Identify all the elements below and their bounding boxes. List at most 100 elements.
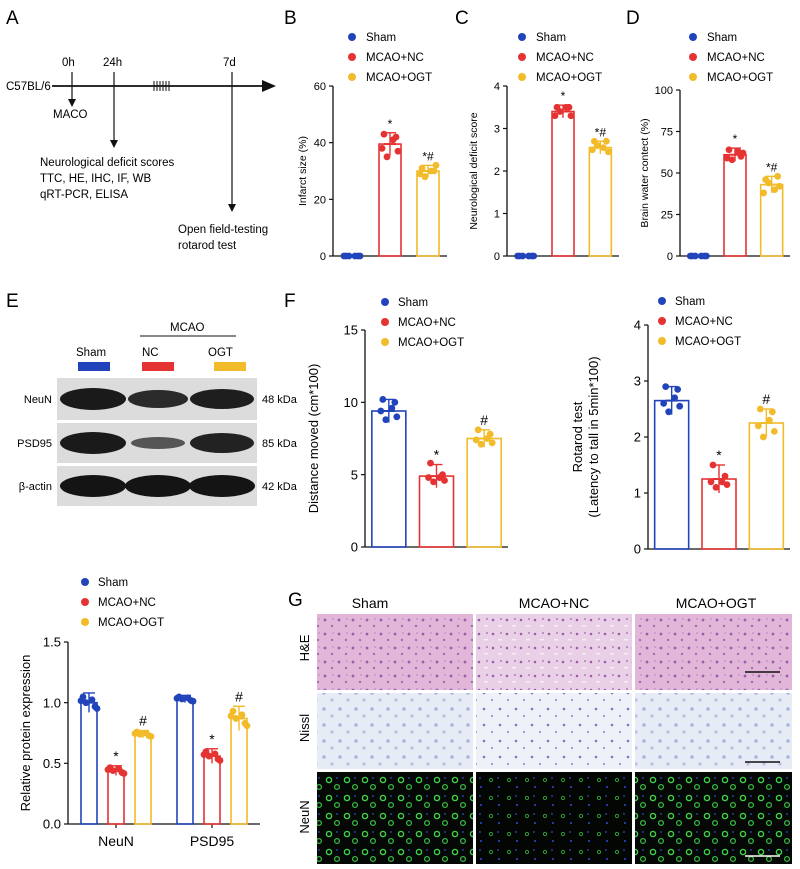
legend-b: Sham MCAO+NC MCAO+OGT (348, 32, 432, 84)
legend-f1-ogt: MCAO+OGT (398, 337, 464, 349)
legend-f2-ogt: MCAO+OGT (675, 336, 741, 348)
blot-lane-sham-swatch (78, 362, 110, 371)
histo-he-ogt (635, 614, 792, 690)
chart-d-s2-point-3 (776, 182, 784, 190)
chart-d-s2-point-2 (760, 189, 768, 197)
chart-f1-s0-point-0 (379, 396, 387, 403)
legend-b-ogt-dot (348, 73, 356, 81)
chart-f1-s1-point-3 (441, 477, 448, 484)
legend-b-sham-dot (348, 33, 356, 41)
legend-f1: Sham MCAO+NC MCAO+OGT (381, 297, 464, 349)
chart-f2-s2-point-1 (768, 408, 776, 416)
chart-f2-s0-point-0 (662, 383, 670, 390)
chart-b-s1-bar (378, 143, 402, 257)
histo-col-sham: Sham (352, 595, 389, 611)
histo-row-nissl: Nissl (297, 714, 312, 742)
timeline-maco: MACO (53, 109, 88, 121)
legend-f2-sham: Sham (675, 296, 705, 308)
chart-c-ytick-label-3: 3 (494, 123, 500, 135)
histo-col-ogt: MCAO+OGT (676, 595, 757, 611)
legend-e-nc: MCAO+NC (98, 597, 156, 609)
chart-f2-s0-bar (653, 399, 690, 550)
timeline-behavior-line-1: Open field-testing (178, 224, 268, 236)
chart-d-s0-point-4 (691, 252, 699, 260)
legend-c-ogt-dot (518, 73, 526, 81)
band-neun-sham (60, 388, 126, 410)
band-psd95-nc (131, 437, 185, 449)
legend-b-nc-dot (348, 53, 356, 61)
histo-nissl-ogt (635, 693, 792, 769)
chart-b-s1-sig-mark: * (388, 117, 393, 131)
chart-f2-s1-point-5 (718, 478, 726, 486)
chart-f2-ytick-label-1: 1 (634, 486, 641, 501)
chart-f2-s2-sig-mark: # (762, 391, 770, 407)
chart-e-ytick-label-2: 1.0 (43, 695, 61, 710)
chart-f2-s1-sig-mark: * (716, 447, 722, 463)
chart-c-s2-point-5 (599, 144, 607, 152)
chart-f1-s2-bar (466, 437, 502, 548)
chart-c-s1-point-4 (556, 108, 564, 115)
histo-neun-ogt (635, 772, 792, 864)
chart-b-s2-point-2 (416, 170, 424, 178)
chart-d-s2-point-1 (774, 172, 782, 180)
legend-d-ogt-dot (689, 73, 697, 81)
chart-e-0-s2-point-4 (136, 730, 144, 738)
histo-col-nc: MCAO+NC (519, 595, 589, 611)
chart-f2-ytick-label-2: 2 (634, 430, 641, 445)
chart-e-1-s0-point-4 (178, 695, 186, 703)
timeline-assay-line-2: TTC, HE, IHC, IF, WB (40, 173, 151, 185)
panel-letter-c: C (455, 8, 469, 29)
legend-f1-sham-dot (381, 298, 389, 306)
legend-d-sham-dot (689, 33, 697, 41)
chart-e-ytick-label-3: 1.5 (43, 635, 61, 650)
chart-b-ytick-label-1: 20 (314, 194, 326, 206)
legend-f2-ogt-dot (658, 337, 666, 345)
chart-e-1-s1-point-5 (211, 750, 219, 758)
chart-e-1-s2-bar (230, 717, 248, 825)
legend-c-nc-dot (518, 53, 526, 61)
legend-c-sham-dot (518, 33, 526, 41)
chart-e-0-s2-sig-mark: # (139, 713, 147, 729)
chart-f1-s2-sig-mark: # (480, 412, 488, 428)
chart-f2-s0-point-1 (674, 386, 682, 393)
legend-c: Sham MCAO+NC MCAO+OGT (518, 32, 602, 84)
timeline-assay-line-3: qRT-PCR, ELISA (40, 189, 128, 201)
chart-f1-ytick-label-0: 0 (351, 540, 358, 555)
chart-f1-s2-point-5 (483, 435, 491, 442)
chart-e-1-s1-point-4 (205, 752, 213, 760)
chart-c-s1-point-2 (551, 112, 559, 120)
chart-b-s2-point-5 (427, 167, 435, 175)
chart-e-ylabel: Relative protein expression (18, 655, 33, 812)
chart-b-s1-point-0 (380, 130, 388, 138)
band-psd95-ogt (190, 433, 254, 453)
timeline-arrowhead-7d (228, 204, 236, 212)
chart-c-s1-point-3 (567, 112, 575, 120)
chart-b-s0-point-2 (340, 252, 348, 260)
chart-c-ytick-label-2: 2 (494, 166, 500, 178)
chart-e-1-s2-point-4 (232, 715, 240, 722)
chart-f2-s2-point-2 (754, 422, 762, 430)
blot-row-neun: NeuN (24, 394, 52, 406)
chart-c-s2-point-2 (588, 146, 596, 154)
chart-f1-s0-point-2 (377, 407, 385, 415)
chart-e-ytick-label-1: 0.5 (43, 756, 61, 771)
panel-letter-e: E (6, 291, 19, 312)
timeline-panel: C57BL/6 0h 24h 7d MACO Neurological defi… (6, 57, 276, 252)
chart-f2-s0-point-2 (660, 400, 668, 407)
blot-lane-ogt: OGT (208, 347, 233, 359)
chart-e-0-s2-bar (134, 733, 152, 825)
chart-f2-ytick-label-4: 4 (634, 318, 641, 333)
chart-c-ytick-label-4: 4 (494, 81, 500, 93)
chart-b-ylabel: Infarct size (%) (297, 136, 309, 206)
chart-d-s1-sig-mark: * (733, 132, 738, 146)
blot-lane-nc: NC (142, 347, 159, 359)
chart-e-1-s2-sig-mark: # (235, 688, 243, 704)
chart-b-s0-point-5 (351, 252, 359, 260)
chart-c-s1-sig-mark: * (561, 89, 566, 103)
chart-e-0-s1-point-5 (115, 765, 123, 773)
legend-d-sham: Sham (707, 32, 737, 44)
histo-he-sham (317, 614, 473, 690)
chart-f2-s0-point-5 (671, 394, 679, 402)
chart-d-s1-point-0 (725, 146, 733, 154)
chart-f1-ytick-label-1: 5 (351, 467, 358, 482)
